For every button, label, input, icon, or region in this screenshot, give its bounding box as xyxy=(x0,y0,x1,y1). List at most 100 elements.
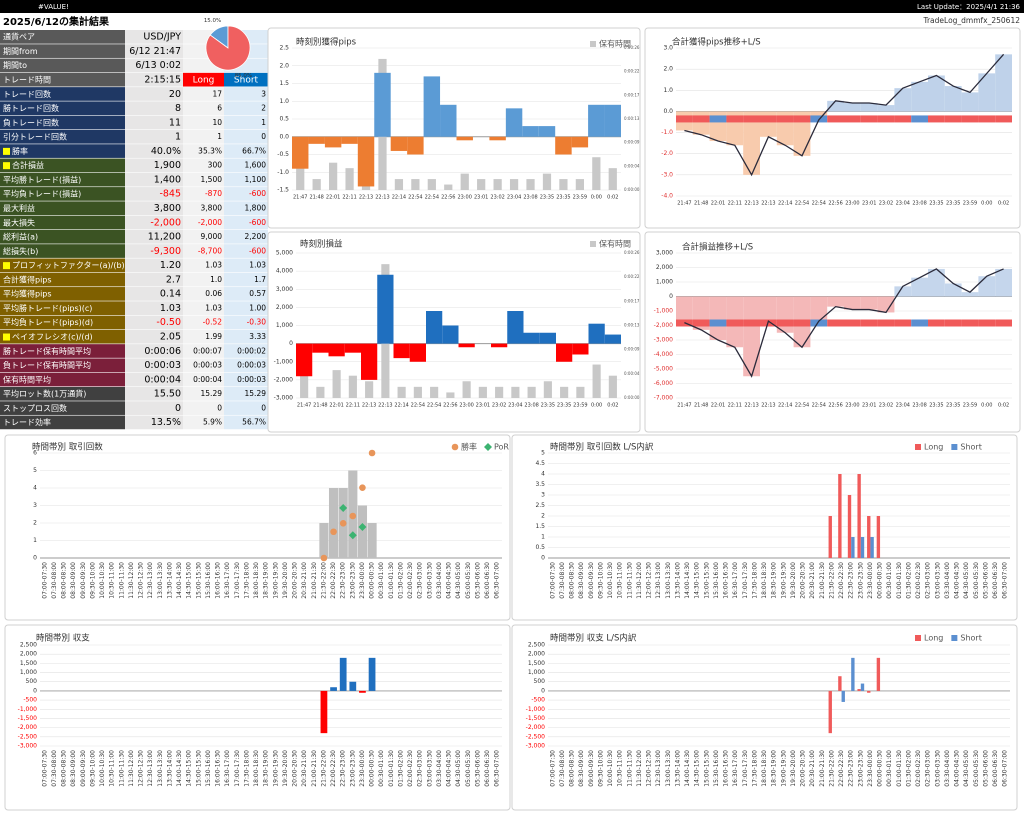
cell xyxy=(183,158,224,173)
cell-value: 11 xyxy=(169,117,181,128)
x-tick-label: 22:54 xyxy=(795,403,809,409)
x-tick-label: 23:00 xyxy=(845,201,859,207)
chart-panel xyxy=(511,434,1018,621)
cell-value: 1,600 xyxy=(245,161,267,170)
x-tick-label: 13:30-14:00 xyxy=(674,562,681,599)
bar xyxy=(857,689,861,691)
x-tick-label: 15:30-16:00 xyxy=(713,750,720,787)
x-tick-label: 06:30-07:00 xyxy=(494,562,501,599)
cell xyxy=(125,358,183,373)
cumulative-column xyxy=(844,296,861,310)
x-tick-label: 22:13 xyxy=(378,403,392,409)
x-tick-label: 23:59 xyxy=(573,403,587,409)
bar xyxy=(367,523,377,558)
x-tick-label: 17:30-18:00 xyxy=(243,562,250,599)
x-tick-label: 01:00-01:30 xyxy=(896,750,903,787)
x-tick-label: 08:30-09:00 xyxy=(70,562,77,599)
y2-tick-label: 0:00:17 xyxy=(624,93,640,98)
cell-value: 15.29 xyxy=(201,389,223,398)
cell-value: 1 xyxy=(175,132,181,143)
x-tick-label: 22:01 xyxy=(711,403,725,409)
cell-value: 3 xyxy=(261,89,266,98)
win-rate-marker xyxy=(339,520,347,527)
x-tick-label: 17:00-17:30 xyxy=(234,562,241,599)
y2-tick-label: 0:00:22 xyxy=(624,68,640,73)
row-label: 負トレード回数 xyxy=(3,117,59,127)
cumulative-column xyxy=(877,296,895,313)
holding-time-bar xyxy=(560,386,569,398)
side-marker xyxy=(928,115,945,123)
row-label-cell xyxy=(0,358,125,373)
x-tick-label: 23:02 xyxy=(879,201,893,207)
x-tick-label: 09:30-10:00 xyxy=(89,562,96,599)
cell xyxy=(224,187,268,201)
bar xyxy=(357,136,375,187)
cell-value: 2:15:15 xyxy=(144,74,181,85)
cell-value: 40.0% xyxy=(151,146,181,157)
x-tick-label: 20:00-20:30 xyxy=(292,750,299,787)
holding-time-bar xyxy=(397,386,406,398)
cell-value: 0:00:04 xyxy=(144,374,181,385)
row-label: 引分トレード回数 xyxy=(3,132,67,142)
x-tick-label: 06:30-07:00 xyxy=(1002,562,1009,599)
legend-swatch xyxy=(951,635,958,641)
x-tick-label: 05:30-06:00 xyxy=(474,750,481,787)
legend-swatch xyxy=(590,41,596,47)
x-tick-label: 08:00-08:30 xyxy=(569,750,576,787)
row-label-cell xyxy=(0,87,125,101)
x-tick-label: 07:30-08:00 xyxy=(559,750,566,787)
cell xyxy=(125,344,183,358)
y-tick-label: 3,000 xyxy=(276,286,293,293)
y-tick-label: -3,000 xyxy=(654,337,674,344)
x-tick-label: 11:00-11:30 xyxy=(626,562,633,599)
x-tick-label: 04:30-05:00 xyxy=(455,750,462,787)
cell-value: 3.33 xyxy=(249,332,266,341)
x-tick-label: 22:54 xyxy=(812,201,826,207)
x-tick-label: 16:30-17:00 xyxy=(732,750,739,787)
x-tick-label: 02:30-03:00 xyxy=(417,562,424,599)
x-tick-label: 08:00-08:30 xyxy=(61,750,68,787)
bar xyxy=(860,537,865,558)
holding-time-bar xyxy=(478,386,487,398)
x-tick-label: 12:30-13:00 xyxy=(147,562,154,599)
y-tick-label: 2.0 xyxy=(279,62,289,69)
por-marker xyxy=(358,523,367,532)
x-tick-label: 18:30-19:00 xyxy=(771,750,778,787)
chart-title: 時間帯別 取引回数 L/S内訳 xyxy=(550,442,654,453)
y-tick-label: -1.0 xyxy=(277,169,289,176)
row-marker xyxy=(3,333,10,341)
x-tick-label: 23:35 xyxy=(946,403,960,409)
cell-value: 0:00:03 xyxy=(237,375,266,384)
cell xyxy=(224,215,268,230)
cell xyxy=(125,144,183,158)
x-tick-label: 02:00-02:30 xyxy=(915,562,922,599)
holding-time-bar xyxy=(542,173,552,190)
y-tick-label: 2 xyxy=(541,513,545,520)
x-tick-label: 14:30-15:00 xyxy=(694,562,701,599)
cell xyxy=(125,44,183,58)
row-label-cell xyxy=(0,344,125,358)
win-rate-marker xyxy=(320,554,328,562)
x-tick-label: 0:02 xyxy=(607,403,618,409)
cell-value: 300 xyxy=(208,161,223,170)
x-tick-label: 04:00-04:30 xyxy=(446,750,453,787)
y2-tick-label: 0:00:26 xyxy=(624,250,640,255)
x-tick-label: 21:00-21:30 xyxy=(819,750,826,787)
row-label-cell xyxy=(0,129,125,144)
cell xyxy=(125,315,183,330)
x-tick-label: 12:00-12:30 xyxy=(138,750,145,787)
x-tick-label: 02:30-03:00 xyxy=(925,750,932,787)
y-tick-label: 1,000 xyxy=(528,669,545,676)
row-label: 保有時間平均 xyxy=(3,374,51,384)
cell-value: -845 xyxy=(159,189,181,200)
y-tick-label: -1,000 xyxy=(526,706,546,713)
legend-label: PoR xyxy=(494,443,509,452)
cell xyxy=(224,129,268,144)
chart-title: 時間帯別 収支 xyxy=(36,633,90,644)
x-tick-label: 23:08 xyxy=(912,403,926,409)
cell xyxy=(125,72,183,87)
cell-value: 3,800 xyxy=(201,204,223,213)
cell xyxy=(183,229,224,244)
y-tick-label: 0 xyxy=(541,687,545,694)
side-marker xyxy=(995,319,1012,327)
